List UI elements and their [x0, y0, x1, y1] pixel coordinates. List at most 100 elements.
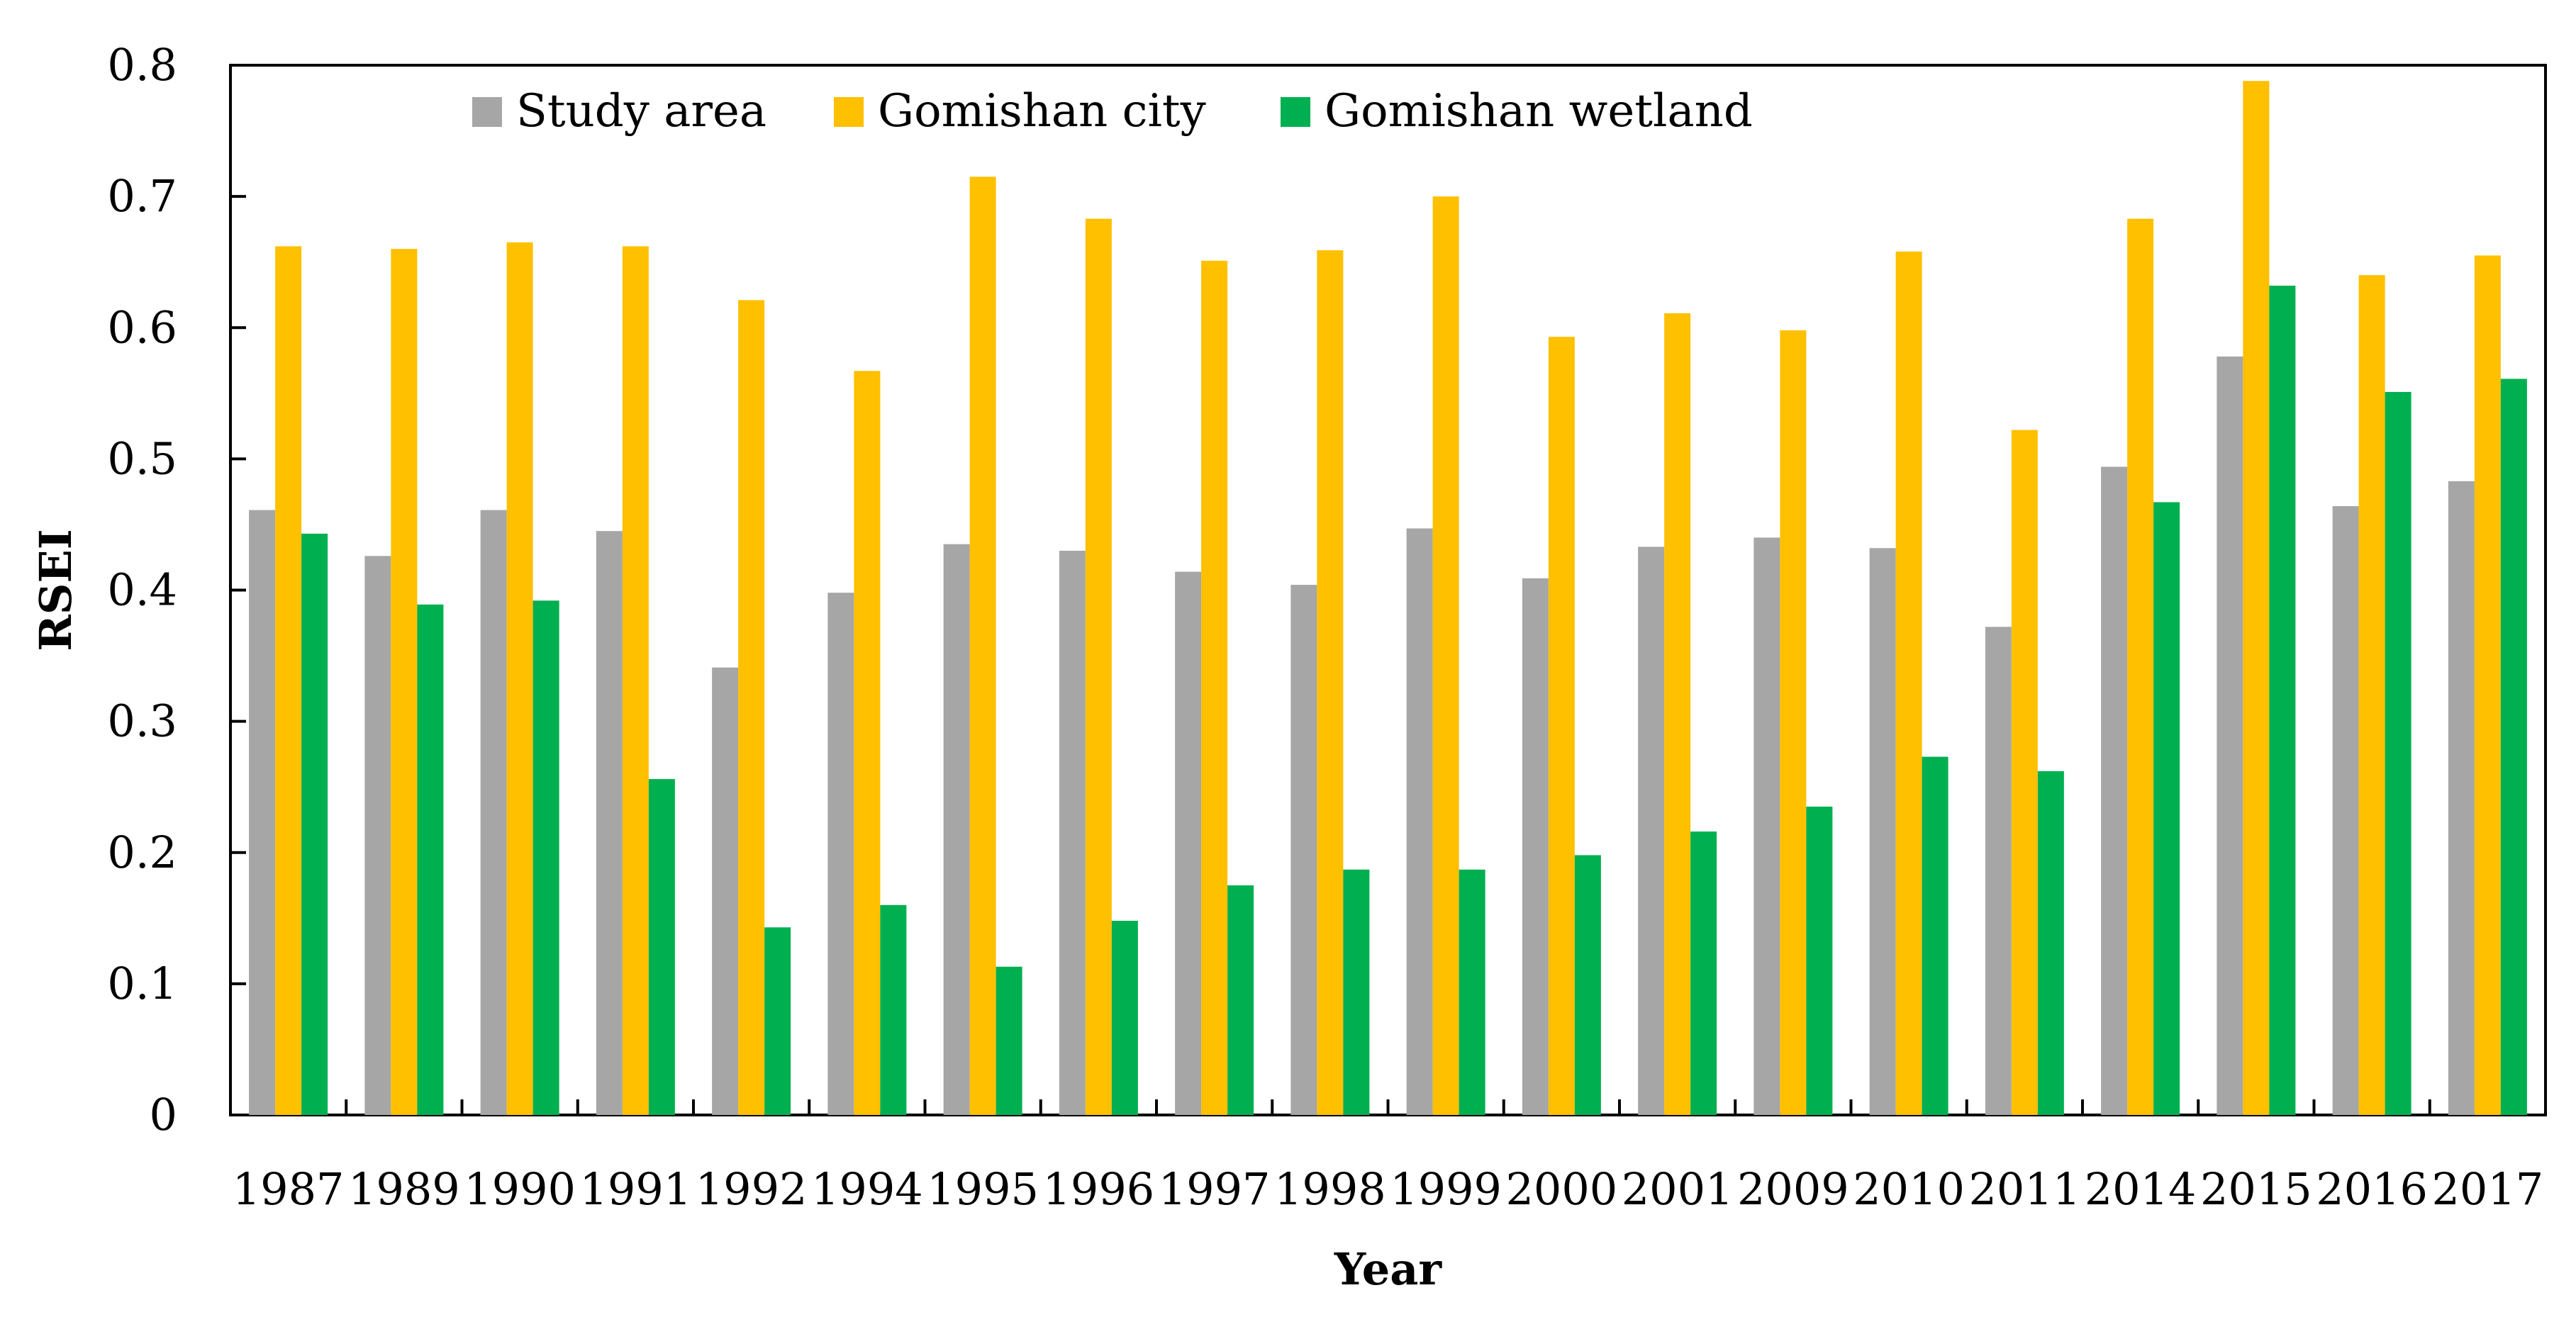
y-axis-title: RSEI [30, 529, 82, 651]
legend-label: Gomishan city [878, 85, 1206, 138]
y-tick-label: 0.1 [107, 958, 177, 1009]
bar [1201, 260, 1228, 1116]
bars-group [249, 81, 2527, 1116]
bar [480, 510, 507, 1115]
bar [738, 300, 765, 1115]
bar [1522, 578, 1549, 1115]
bar [2127, 218, 2154, 1116]
bar [275, 246, 302, 1115]
x-tick-label: 1998 [1274, 1163, 1386, 1215]
x-tick-label: 1987 [233, 1163, 345, 1215]
bar [1922, 756, 1948, 1115]
y-tick-label: 0.4 [107, 564, 177, 616]
bar [2474, 255, 2501, 1115]
bar [2500, 379, 2527, 1115]
bar [1638, 547, 1665, 1115]
bar [996, 966, 1022, 1115]
bar [1343, 869, 1370, 1115]
x-tick-label: 2010 [1853, 1163, 1965, 1215]
x-tick-label: 1999 [1390, 1163, 1502, 1215]
plot-area [229, 64, 2547, 1116]
bar [506, 242, 533, 1116]
x-tick-label: 2015 [2200, 1163, 2312, 1215]
bar [622, 246, 649, 1115]
bar [1175, 571, 1202, 1115]
bar [1806, 806, 1833, 1115]
bar [712, 667, 739, 1115]
bar [2217, 356, 2243, 1115]
x-axis: 1987 1989 1990 1991 1992 1994 1995 1996 1997 1998… [233, 1163, 2544, 1215]
bar [764, 927, 791, 1115]
bar [417, 604, 444, 1115]
bar [2153, 502, 2180, 1115]
x-tick-label: 1989 [348, 1163, 460, 1215]
bar [943, 544, 970, 1115]
bar [2011, 430, 2038, 1115]
y-tick-label: 0.7 [107, 170, 177, 222]
bar [533, 600, 559, 1115]
bar [2101, 466, 2128, 1115]
y-tick-label: 0.3 [107, 695, 177, 747]
bar [2385, 391, 2411, 1115]
bar [1406, 528, 1433, 1115]
bar [249, 510, 276, 1115]
bar [1869, 548, 1896, 1115]
bar [1111, 921, 1138, 1115]
bar [1432, 196, 1459, 1115]
bar [2269, 286, 2296, 1115]
bar [1548, 337, 1575, 1115]
bar [2358, 275, 2385, 1116]
x-tick-label: 1990 [464, 1163, 576, 1215]
x-tick-label: 1994 [811, 1163, 923, 1215]
bar [1690, 831, 1717, 1115]
y-tick-label: 0.5 [107, 432, 177, 484]
legend: Study area Gomishan city Gomishan wetland [472, 85, 1753, 138]
bar [1574, 855, 1601, 1115]
y-axis: 0 0.1 0.2 0.3 0.4 0.5 0.6 0.7 0.8 [107, 39, 246, 1141]
plot-border [229, 64, 2547, 1116]
x-tick-label: 1997 [1159, 1163, 1271, 1215]
bar [2332, 506, 2359, 1115]
legend-label: Study area [516, 85, 766, 138]
bar [1780, 330, 1807, 1115]
x-tick-label: 1996 [1042, 1163, 1154, 1215]
x-tick-label: 1995 [927, 1163, 1039, 1215]
x-axis-title: Year [1334, 1243, 1442, 1295]
bar [827, 593, 854, 1115]
x-tick-label: 1992 [696, 1163, 808, 1215]
x-axis-ticks [345, 1099, 2431, 1115]
bar [1664, 313, 1691, 1116]
y-tick-label: 0.8 [107, 39, 177, 91]
bar [1059, 550, 1086, 1115]
x-tick-label: 2011 [1968, 1163, 2080, 1215]
bar [1753, 537, 1780, 1115]
bar [2037, 770, 2064, 1115]
bar [2448, 481, 2475, 1115]
bar [1227, 885, 1254, 1115]
bar [1459, 869, 1485, 1115]
x-tick-label: 2000 [1505, 1163, 1617, 1215]
legend-label: Gomishan wetland [1325, 85, 1753, 138]
bar [648, 779, 675, 1115]
bar [1085, 218, 1112, 1116]
y-tick-label: 0 [150, 1089, 177, 1141]
bar [854, 371, 881, 1115]
x-tick-label: 1991 [579, 1163, 691, 1215]
legend-swatch [1281, 97, 1310, 127]
bar [1317, 250, 1344, 1115]
x-tick-label: 2009 [1737, 1163, 1849, 1215]
x-tick-label: 2001 [1622, 1163, 1734, 1215]
bar [596, 531, 623, 1115]
bar [1895, 251, 1922, 1116]
bar [391, 249, 418, 1115]
y-tick-label: 0.2 [107, 826, 177, 878]
legend-swatch [834, 97, 864, 127]
bar [880, 904, 907, 1115]
legend-swatch [472, 97, 502, 127]
y-tick-label: 0.6 [107, 301, 177, 353]
bar [1290, 585, 1317, 1115]
x-tick-label: 2014 [2085, 1163, 2197, 1215]
bar [364, 556, 391, 1115]
